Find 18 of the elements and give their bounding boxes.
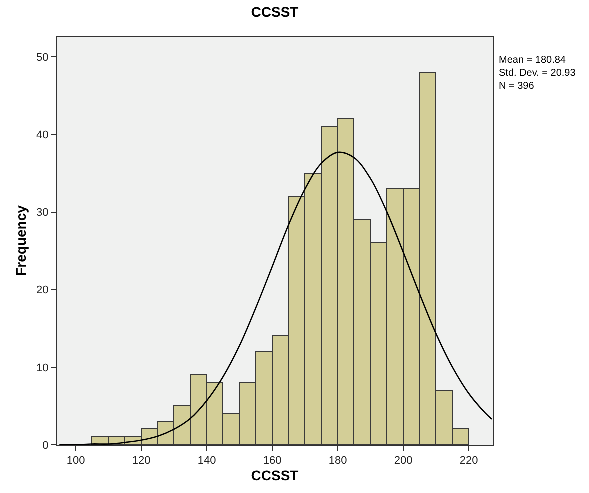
y-tick-label: 40: [36, 130, 49, 142]
y-axis-title: Frequency: [13, 205, 30, 276]
y-tick-label: 0: [42, 440, 49, 452]
y-tick-label: 30: [36, 207, 49, 220]
y-tick-label: 50: [36, 52, 49, 64]
x-axis-title: CCSST: [251, 468, 300, 484]
x-tick-label: 120: [132, 455, 151, 468]
x-tick-label: 160: [263, 455, 282, 468]
y-tick-label: 20: [36, 284, 49, 297]
x-tick-label: 180: [328, 455, 348, 468]
x-tick-label: 100: [66, 455, 86, 468]
x-tick-label: 200: [394, 455, 413, 468]
y-tick-label: 10: [36, 362, 49, 374]
x-tick-label: 140: [198, 455, 216, 468]
x-tick-label: 220: [460, 455, 478, 468]
line-series: [58, 152, 493, 445]
text: Mean = 180.84 Std. Dev. = 20.93 N = 396: [499, 55, 576, 92]
chart-title: CCSST: [251, 4, 300, 20]
